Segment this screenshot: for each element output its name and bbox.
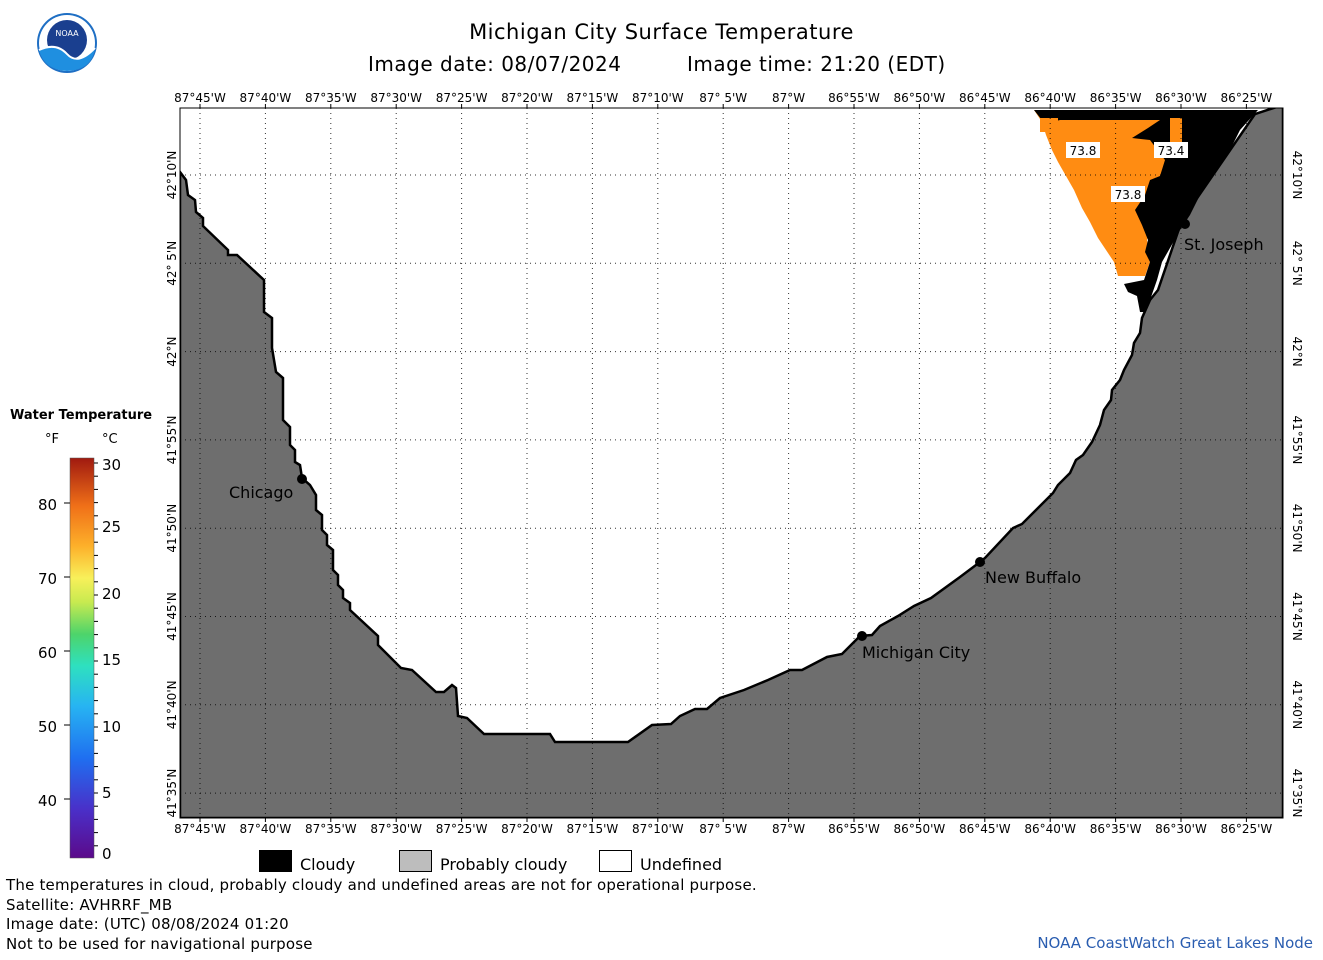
legend-cloudy: Cloudy	[300, 855, 356, 874]
unit-fahrenheit: °F	[45, 432, 59, 447]
latitude-label: 41°50'N	[165, 504, 179, 553]
legend-swatch-undefined	[599, 850, 632, 872]
legend-swatch-cloudy	[259, 850, 292, 872]
latitude-label: 42°10'N	[1290, 151, 1304, 200]
cloud-region	[1034, 110, 1258, 312]
chicago-marker	[297, 474, 307, 484]
longitude-label: 86°40'W	[1024, 91, 1076, 105]
image-time: Image time: 21:20 (EDT)	[687, 52, 946, 76]
latitude-label: 42°N	[165, 336, 179, 366]
latitude-label: 41°55'N	[165, 415, 179, 464]
c-tick: 0	[102, 845, 112, 863]
city-st-joseph: St. Joseph	[1184, 235, 1264, 254]
longitude-label: 86°40'W	[1024, 822, 1076, 836]
longitude-label: 86°25'W	[1221, 91, 1273, 105]
scale-title: Water Temperature	[10, 408, 153, 423]
longitude-label: 87°35'W	[305, 822, 357, 836]
footer-utc-date: Image date: (UTC) 08/08/2024 01:20	[6, 915, 289, 933]
f-tick: 70	[38, 570, 58, 588]
c-tick: 5	[102, 784, 112, 802]
st-joseph-marker	[1180, 219, 1190, 229]
longitude-label: 86°35'W	[1090, 822, 1142, 836]
c-tick: 15	[102, 651, 122, 669]
new-buffalo-marker	[975, 557, 985, 567]
latitude-label: 41°45'N	[1290, 592, 1304, 641]
c-tick: 30	[102, 456, 122, 474]
c-tick: 20	[102, 585, 122, 603]
longitude-label: 87°W	[772, 91, 805, 105]
temp-label-2: 73.4	[1154, 142, 1188, 158]
longitude-label: 87°30'W	[370, 91, 422, 105]
longitude-label: 87°25'W	[436, 822, 488, 836]
latitude-label: 42° 5'N	[165, 241, 179, 286]
latitude-label: 41°35'N	[165, 769, 179, 818]
f-tick: 80	[38, 496, 58, 514]
city-michigan-city: Michigan City	[862, 643, 970, 662]
temperature-color-scale	[69, 457, 95, 859]
footer-disclaimer: The temperatures in cloud, probably clou…	[6, 876, 757, 894]
footer-credit: NOAA CoastWatch Great Lakes Node	[1037, 934, 1313, 952]
logo-text: NOAA	[55, 29, 79, 38]
longitude-label: 87°10'W	[632, 822, 684, 836]
noaa-logo: NOAA	[36, 12, 98, 74]
longitude-label: 87°15'W	[567, 91, 619, 105]
longitude-label: 87°25'W	[436, 91, 488, 105]
c-tick: 10	[102, 718, 122, 736]
latitude-label: 41°45'N	[165, 592, 179, 641]
svg-text:73.8: 73.8	[1115, 188, 1142, 202]
longitude-label: 87°20'W	[501, 91, 553, 105]
longitude-label: 86°55'W	[828, 91, 880, 105]
legend-undefined: Undefined	[640, 855, 723, 874]
f-tick: 40	[38, 792, 58, 810]
latitude-label: 42°10'N	[165, 151, 179, 200]
city-chicago: Chicago	[229, 483, 293, 502]
longitude-label: 87°20'W	[501, 822, 553, 836]
longitude-label: 86°30'W	[1155, 822, 1207, 836]
longitude-label: 86°45'W	[959, 822, 1011, 836]
temp-label-3: 73.8	[1111, 186, 1145, 202]
latitude-label: 41°40'N	[165, 680, 179, 729]
longitude-label: 87°W	[772, 822, 805, 836]
c-tick: 25	[102, 518, 122, 536]
latitude-label: 41°40'N	[1290, 680, 1304, 729]
footer-navigation-warning: Not to be used for navigational purpose	[6, 935, 313, 953]
longitude-label: 86°35'W	[1090, 91, 1142, 105]
longitude-label: 87°30'W	[370, 822, 422, 836]
city-new-buffalo: New Buffalo	[985, 568, 1081, 587]
svg-text:73.8: 73.8	[1070, 144, 1097, 158]
image-date: Image date: 08/07/2024	[368, 52, 622, 76]
longitude-label: 86°50'W	[894, 91, 946, 105]
latitude-label: 41°55'N	[1290, 415, 1304, 464]
longitude-label: 86°45'W	[959, 91, 1011, 105]
longitude-label: 87°40'W	[240, 822, 292, 836]
temp-label-1: 73.8	[1066, 142, 1100, 158]
michigan-city-marker	[857, 631, 867, 641]
latitude-label: 42°N	[1290, 336, 1304, 366]
longitude-label: 87°45'W	[174, 822, 226, 836]
longitude-label: 87°35'W	[305, 91, 357, 105]
legend-swatch-probably-cloudy	[399, 850, 432, 872]
svg-text:73.4: 73.4	[1158, 144, 1185, 158]
page-title: Michigan City Surface Temperature	[469, 20, 854, 44]
longitude-label: 87°10'W	[632, 91, 684, 105]
longitude-label: 86°25'W	[1221, 822, 1273, 836]
f-tick: 50	[38, 718, 58, 736]
footer-satellite: Satellite: AVHRRF_MB	[6, 896, 173, 914]
land-west	[180, 108, 1283, 818]
longitude-label: 87°40'W	[240, 91, 292, 105]
longitude-label: 87°45'W	[174, 91, 226, 105]
latitude-label: 41°50'N	[1290, 504, 1304, 553]
latitude-label: 42° 5'N	[1290, 241, 1304, 286]
longitude-label: 87° 5'W	[699, 91, 747, 105]
legend-probably-cloudy: Probably cloudy	[440, 855, 568, 874]
f-tick: 60	[38, 644, 58, 662]
longitude-label: 86°30'W	[1155, 91, 1207, 105]
longitude-label: 86°50'W	[894, 822, 946, 836]
longitude-label: 87°15'W	[567, 822, 619, 836]
longitude-label: 87° 5'W	[699, 822, 747, 836]
latitude-label: 41°35'N	[1290, 769, 1304, 818]
unit-celsius: °C	[102, 432, 118, 447]
longitude-label: 86°55'W	[828, 822, 880, 836]
